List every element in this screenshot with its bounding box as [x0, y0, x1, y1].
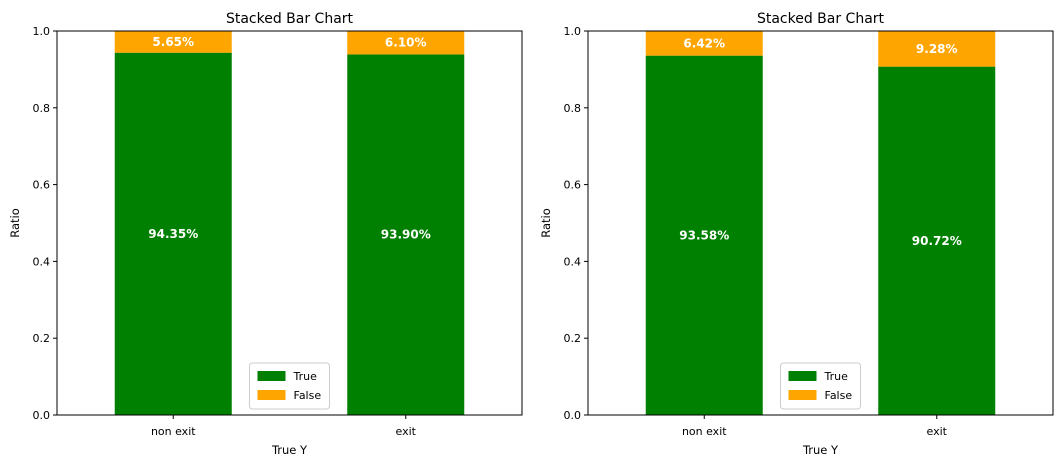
y-tick-label: 0.0	[564, 409, 582, 422]
y-tick-label: 1.0	[564, 25, 582, 38]
bar-true-0	[114, 52, 232, 416]
bar-false-1	[347, 31, 465, 55]
x-tick-label: non exit	[151, 425, 196, 438]
y-axis-label: Ratio	[8, 208, 22, 238]
plot-frame	[56, 30, 523, 416]
x-tick-label: exit	[927, 425, 948, 438]
y-tick-label: 1.0	[33, 25, 51, 38]
x-axis-label: True Y	[271, 443, 308, 457]
y-tick-label: 0.8	[564, 102, 582, 115]
y-tick-label: 0.6	[33, 179, 51, 192]
legend-swatch-false	[788, 390, 817, 400]
legend-label-true: True	[824, 370, 849, 383]
legend-box	[780, 362, 861, 410]
bar-false-0	[114, 31, 232, 53]
data-label: 6.42%	[683, 36, 725, 50]
chart-title: Stacked Bar Chart	[757, 11, 885, 27]
data-label: 93.58%	[679, 228, 729, 242]
legend-box	[249, 362, 330, 410]
bar-false-1	[878, 31, 996, 67]
legend-swatch-false	[257, 390, 286, 400]
data-label: 5.65%	[152, 35, 194, 49]
y-tick-label: 0.6	[564, 179, 582, 192]
y-tick-label: 0.4	[564, 255, 582, 268]
plot-frame	[587, 30, 1054, 416]
y-tick-label: 0.0	[33, 409, 51, 422]
bar-true-1	[347, 54, 465, 415]
chart-left: Stacked Bar Chart 94.35% 93.90% 5.65% 6.10% 0…	[8, 11, 523, 457]
legend: True False	[249, 362, 330, 410]
x-tick-label: non exit	[682, 425, 727, 438]
legend-label-false: False	[825, 389, 853, 402]
data-label: 90.72%	[912, 234, 962, 248]
legend-swatch-true	[257, 371, 286, 381]
legend: True False	[780, 362, 861, 410]
x-axis-label: True Y	[802, 443, 839, 457]
y-tick-label: 0.2	[33, 332, 51, 345]
bar-false-0	[645, 31, 763, 56]
data-label: 9.28%	[916, 42, 958, 56]
y-tick-label: 0.4	[33, 255, 51, 268]
data-label: 93.90%	[381, 228, 431, 242]
bar-true-1	[878, 66, 996, 416]
legend-label-false: False	[294, 389, 322, 402]
y-tick-label: 0.2	[564, 332, 582, 345]
chart-right: Stacked Bar Chart 93.58% 90.72% 6.42% 9.28% 0…	[539, 11, 1054, 457]
x-tick-label: exit	[396, 425, 417, 438]
legend-swatch-true	[788, 371, 817, 381]
chart-title: Stacked Bar Chart	[226, 11, 354, 27]
bar-true-0	[645, 55, 763, 415]
y-tick-label: 0.8	[33, 102, 51, 115]
legend-label-true: True	[293, 370, 318, 383]
y-axis-label: Ratio	[539, 208, 553, 238]
data-label: 94.35%	[148, 227, 198, 241]
data-label: 6.10%	[385, 36, 427, 50]
